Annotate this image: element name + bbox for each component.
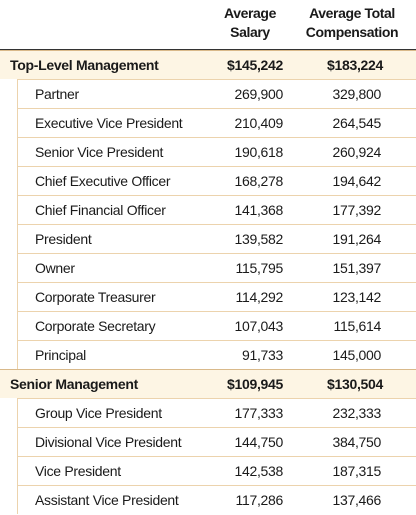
column-header: Average Salary: [224, 5, 276, 40]
table-row: Chief Financial Officer 141,368 177,392: [17, 195, 416, 224]
group-salary: $145,242: [227, 57, 283, 73]
job-title: Group Vice President: [35, 405, 162, 421]
average-salary: 142,538: [234, 463, 283, 479]
table-row: Divisional Vice President 144,750 384,750: [17, 427, 416, 456]
average-compensation: 232,333: [332, 405, 381, 421]
table-row: President 139,582 191,264: [17, 224, 416, 253]
average-salary: 141,368: [234, 202, 283, 218]
average-salary: 114,292: [235, 289, 284, 305]
group-compensation: $183,224: [327, 57, 383, 73]
table-row: Partner 269,900 329,800: [17, 79, 416, 108]
average-salary: 168,278: [234, 173, 283, 189]
table-row: Executive Vice President 210,409 264,545: [17, 108, 416, 137]
job-title: Assistant Vice President: [35, 492, 179, 508]
job-title: Executive Vice President: [35, 115, 183, 131]
average-compensation: 264,545: [332, 115, 381, 131]
table-row: Owner 115,795 151,397: [17, 253, 416, 282]
average-salary: 115,795: [235, 260, 284, 276]
column-header: Average Total Compensation: [305, 5, 399, 40]
average-compensation: 194,642: [332, 173, 381, 189]
average-compensation: 191,264: [332, 231, 381, 247]
average-compensation: 329,800: [332, 86, 381, 102]
average-salary: 177,333: [234, 405, 283, 421]
average-salary: 107,043: [234, 318, 283, 334]
table-row: Chief Executive Officer 168,278 194,642: [17, 166, 416, 195]
job-title: Corporate Treasurer: [35, 289, 156, 305]
table-row: Assistant Vice President 117,286 137,466: [17, 485, 416, 514]
table-row: Corporate Treasurer 114,292 123,142: [17, 282, 416, 311]
group-row: Top-Level Management $145,242 $183,224: [0, 50, 416, 79]
table-row: Corporate Secretary 107,043 115,614: [17, 311, 416, 340]
job-title: Divisional Vice President: [35, 434, 182, 450]
job-title: Senior Vice President: [35, 144, 164, 160]
table-row: Vice President 142,538 187,315: [17, 456, 416, 485]
job-title: Vice President: [35, 463, 121, 479]
average-salary: 91,733: [241, 347, 283, 363]
header-rule: [0, 49, 416, 50]
job-title: Owner: [35, 260, 75, 276]
table-row: Group Vice President 177,333 232,333: [17, 398, 416, 427]
average-salary: 117,286: [235, 492, 284, 508]
average-compensation: 384,750: [332, 434, 381, 450]
average-salary: 144,750: [234, 434, 283, 450]
average-compensation: 177,392: [332, 202, 381, 218]
average-compensation: 123,142: [332, 289, 381, 305]
average-salary: 190,618: [234, 144, 283, 160]
average-salary: 269,900: [234, 86, 283, 102]
job-title: Chief Executive Officer: [35, 173, 171, 189]
average-compensation: 137,466: [332, 492, 381, 508]
group-name: Senior Management: [10, 376, 138, 392]
average-compensation: 115,614: [333, 318, 382, 334]
group-row: Senior Management $109,945 $130,504: [0, 369, 416, 398]
group-name: Top-Level Management: [10, 57, 159, 73]
job-title: Principal: [35, 347, 86, 363]
table-row: Senior Vice President 190,618 260,924: [17, 137, 416, 166]
average-compensation: 145,000: [332, 347, 381, 363]
average-compensation: 260,924: [332, 144, 381, 160]
average-compensation: 187,315: [332, 463, 381, 479]
table-row: Principal 91,733 145,000: [17, 340, 416, 369]
job-title: Chief Financial Officer: [35, 202, 166, 218]
average-salary: 210,409: [234, 115, 283, 131]
job-title: Partner: [35, 86, 79, 102]
average-compensation: 151,397: [332, 260, 381, 276]
group-salary: $109,945: [227, 376, 283, 392]
group-compensation: $130,504: [327, 376, 383, 392]
job-title: President: [35, 231, 92, 247]
average-salary: 139,582: [234, 231, 283, 247]
job-title: Corporate Secretary: [35, 318, 156, 334]
